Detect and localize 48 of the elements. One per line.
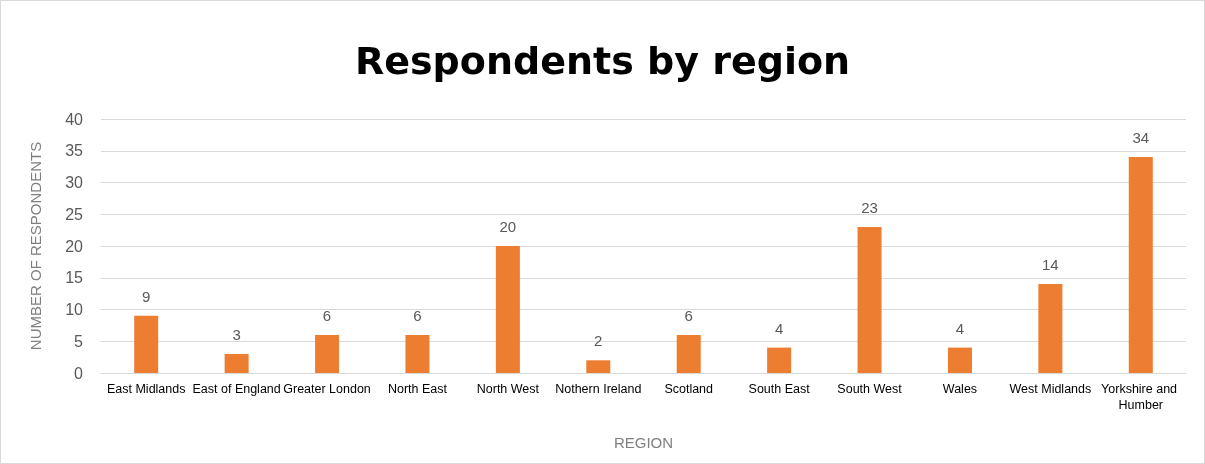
y-tick-label: 5	[74, 332, 84, 350]
bar	[224, 353, 249, 373]
bar	[495, 246, 520, 373]
chart-title: Respondents by region	[354, 39, 851, 83]
data-label: 6	[684, 306, 693, 324]
bar	[857, 226, 882, 373]
bar	[405, 334, 430, 373]
bar	[315, 334, 340, 373]
x-tick-label: Yorkshire and Humber	[1101, 382, 1181, 412]
data-label: 3	[232, 325, 241, 343]
data-label: 23	[861, 198, 878, 216]
y-tick-label: 10	[65, 301, 84, 318]
data-label: 6	[322, 306, 332, 324]
x-axis-title: REGION	[613, 434, 674, 451]
data-label: 6	[413, 306, 422, 324]
x-tick-label: North West	[476, 382, 540, 396]
bar	[676, 334, 701, 373]
data-label: 4	[774, 319, 784, 337]
data-label: 9	[142, 287, 151, 305]
bar	[947, 347, 972, 373]
x-tick-label: East of England	[192, 382, 281, 396]
y-tick-label: 25	[65, 205, 84, 223]
x-tick-label: Nothern Ireland	[555, 382, 642, 396]
y-tick-label: 40	[65, 110, 84, 128]
bar	[1128, 157, 1153, 373]
data-label: 34	[1132, 129, 1150, 147]
y-tick-label: 15	[65, 269, 84, 287]
y-axis-title: NUMBER OF RESPONDENTS	[27, 141, 44, 351]
x-tick-label: Wales	[942, 382, 978, 396]
x-tick-label: South West	[837, 382, 903, 396]
y-tick-label: 0	[74, 364, 84, 382]
data-label: 14	[1042, 256, 1059, 274]
bar	[767, 347, 792, 373]
bar	[1038, 284, 1063, 373]
data-label: 2	[594, 332, 603, 350]
bar	[134, 315, 159, 373]
y-tick-label: 30	[65, 174, 84, 191]
bar	[586, 360, 611, 373]
x-tick-label: West Midlands	[1009, 382, 1092, 396]
x-tick-label: East Midlands	[106, 382, 186, 396]
x-tick-label: Scotland	[664, 382, 714, 396]
data-label: 20	[499, 218, 517, 235]
x-tick-label: North East	[387, 382, 448, 396]
y-tick-label: 35	[65, 142, 84, 160]
x-tick-label: South East	[748, 382, 811, 396]
y-tick-label: 20	[65, 237, 84, 255]
data-label: 4	[955, 319, 965, 337]
x-tick-label: Greater London	[283, 382, 371, 396]
